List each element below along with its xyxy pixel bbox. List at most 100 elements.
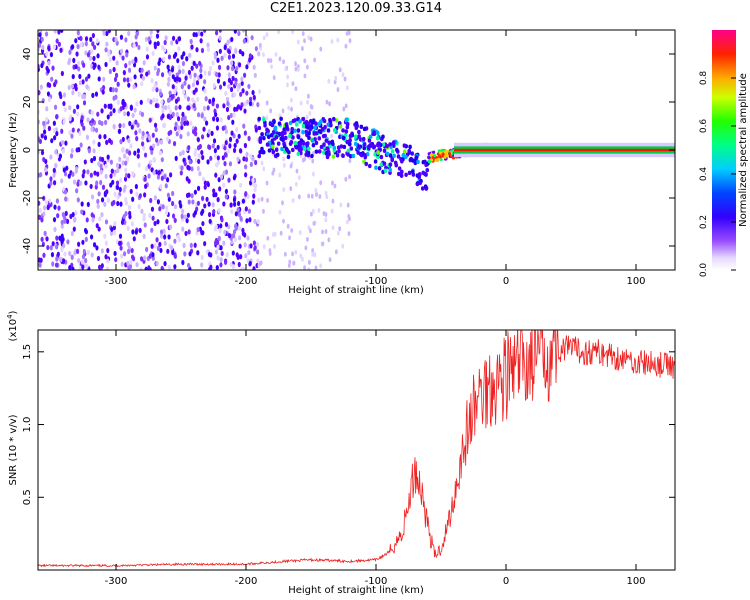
spectrogram-cell bbox=[196, 112, 201, 118]
spectrogram-cell bbox=[74, 38, 78, 44]
spectrogram-cell bbox=[207, 251, 212, 258]
spectrogram-cell bbox=[416, 181, 420, 186]
spectrogram-cell bbox=[333, 79, 337, 85]
spectrogram-cell bbox=[84, 41, 88, 47]
spectrogram-cell bbox=[171, 213, 176, 219]
spectrogram-cell bbox=[134, 229, 138, 235]
spectrogram-cell bbox=[140, 208, 144, 214]
snr-y-tick-label: 0.5 bbox=[22, 489, 33, 505]
spectrogram-cell bbox=[379, 154, 384, 160]
spectrogram-cell bbox=[243, 242, 247, 248]
spectrogram-cell bbox=[138, 227, 142, 234]
spectrogram-cell bbox=[110, 201, 114, 207]
spectrogram-cell bbox=[197, 158, 201, 165]
spectrogram-cell bbox=[46, 82, 50, 88]
spectrogram-cell bbox=[143, 222, 147, 228]
spectrogram-cell bbox=[299, 253, 303, 259]
spectrogram-cell bbox=[188, 251, 192, 257]
spectrogram-cell bbox=[171, 84, 175, 90]
spectrogram-cell bbox=[67, 60, 71, 66]
spectrogram-cell bbox=[200, 210, 204, 216]
spectrogram-cell bbox=[214, 224, 218, 230]
spectrogram-cell bbox=[349, 146, 354, 151]
spectrogram-cell bbox=[237, 261, 241, 268]
spectrogram-cell bbox=[338, 124, 343, 129]
spectrogram-cell bbox=[348, 38, 352, 44]
spectrogram-cell bbox=[256, 258, 260, 264]
spectrogram-cell bbox=[40, 236, 44, 242]
spectrogram-cell bbox=[351, 153, 356, 159]
spectrogram-cell bbox=[381, 142, 386, 147]
spectrogram-cell bbox=[44, 31, 49, 37]
spectrogram-cell bbox=[116, 81, 120, 87]
spectrogram-cell bbox=[407, 148, 412, 154]
spectrogram-cell bbox=[90, 126, 94, 132]
spectrogram-cell bbox=[317, 149, 322, 154]
spectrogram-cell bbox=[127, 67, 132, 73]
spectrogram-cell bbox=[322, 211, 326, 216]
spectrogram-cell bbox=[376, 150, 380, 155]
spectrogram-cell bbox=[224, 129, 229, 135]
spectrogram-cell bbox=[257, 125, 262, 131]
spectrogram-cell bbox=[168, 90, 172, 96]
spectrogram-cell bbox=[161, 122, 166, 129]
spectrogram-cell bbox=[38, 138, 43, 145]
spectrogram-cell bbox=[80, 115, 84, 121]
spectrogram-cell bbox=[330, 133, 333, 139]
spectrogram-cell bbox=[216, 255, 220, 261]
spectrogram-cell bbox=[222, 103, 226, 109]
spectrogram-cell bbox=[337, 149, 341, 154]
spectrogram-cell bbox=[183, 115, 187, 121]
spectrogram-cell bbox=[167, 196, 171, 202]
spectrogram-cell bbox=[348, 133, 353, 139]
spectrogram-cell bbox=[86, 52, 91, 58]
spectrogram-cell bbox=[60, 30, 64, 33]
spectrogram-cell bbox=[136, 148, 140, 154]
spectrogram-cell bbox=[322, 142, 326, 147]
spectrogram-cell bbox=[357, 129, 361, 135]
spectrogram-cell bbox=[281, 200, 284, 206]
spectrogram-cell bbox=[353, 134, 358, 139]
spectrogram-cell bbox=[126, 225, 130, 231]
spectrogram-cell bbox=[186, 131, 190, 137]
spectrogram-cell bbox=[214, 112, 218, 118]
spectrogram-cell bbox=[91, 92, 95, 98]
spectrogram-cell bbox=[197, 145, 201, 151]
spectrogram-cell bbox=[71, 266, 75, 270]
spectrogram-cell bbox=[273, 244, 276, 249]
spectrogram-cell bbox=[346, 152, 350, 157]
spectrogram-cell bbox=[60, 223, 64, 229]
spectrogram-cell bbox=[129, 76, 133, 83]
spectrogram-cell bbox=[179, 170, 183, 176]
spectrogram-cell bbox=[258, 261, 262, 266]
spectrogram-cell bbox=[236, 156, 240, 162]
spectrogram-cell bbox=[155, 33, 160, 39]
spectrogram-cell bbox=[154, 127, 158, 133]
spectrogram-cell bbox=[155, 260, 159, 267]
spectrogram-cell bbox=[68, 265, 72, 270]
spectrogram-cell bbox=[79, 35, 83, 42]
spectrogram-cell bbox=[334, 249, 338, 255]
spectrogram-cell bbox=[66, 239, 70, 245]
spectrogram-cell bbox=[155, 137, 159, 143]
spectrogram-cell bbox=[288, 259, 292, 265]
spectrogram-cell bbox=[193, 151, 197, 157]
spectrogram-cell bbox=[402, 143, 407, 148]
spectrogram-cell bbox=[385, 151, 390, 156]
spectrogram-cell bbox=[173, 217, 177, 223]
spectrogram-cell bbox=[54, 79, 58, 85]
spectrogram-cell bbox=[327, 151, 331, 157]
spectrogram-cell bbox=[289, 186, 293, 192]
spectrogram-cell bbox=[200, 47, 205, 54]
spectrogram-x-tick-label: -300 bbox=[105, 276, 128, 287]
spectrogram-cell bbox=[248, 57, 252, 63]
spectrogram-cell bbox=[245, 218, 249, 224]
spectrogram-cell bbox=[388, 162, 393, 167]
spectrogram-cell bbox=[110, 168, 114, 174]
spectrogram-cell bbox=[53, 30, 57, 34]
spectrogram-cell bbox=[254, 46, 258, 52]
spectrogram-cell bbox=[397, 171, 401, 177]
spectrogram-cell bbox=[266, 129, 270, 134]
spectrogram-cell bbox=[55, 38, 59, 44]
spectrogram-cell bbox=[78, 73, 82, 80]
